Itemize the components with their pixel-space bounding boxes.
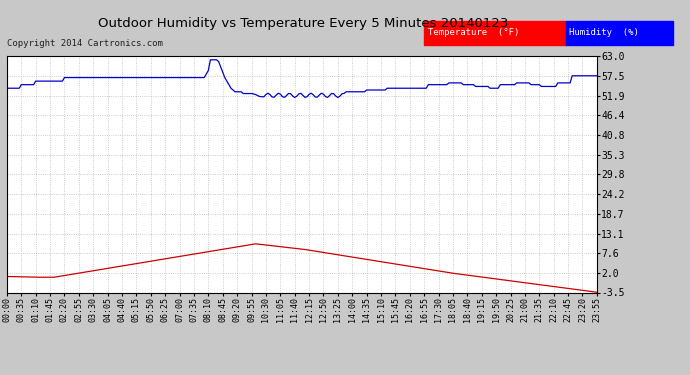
Text: Outdoor Humidity vs Temperature Every 5 Minutes 20140123: Outdoor Humidity vs Temperature Every 5 … (99, 17, 509, 30)
Text: Copyright 2014 Cartronics.com: Copyright 2014 Cartronics.com (7, 39, 163, 48)
Text: Humidity  (%): Humidity (%) (569, 28, 639, 38)
Text: Temperature  (°F): Temperature (°F) (428, 28, 519, 38)
